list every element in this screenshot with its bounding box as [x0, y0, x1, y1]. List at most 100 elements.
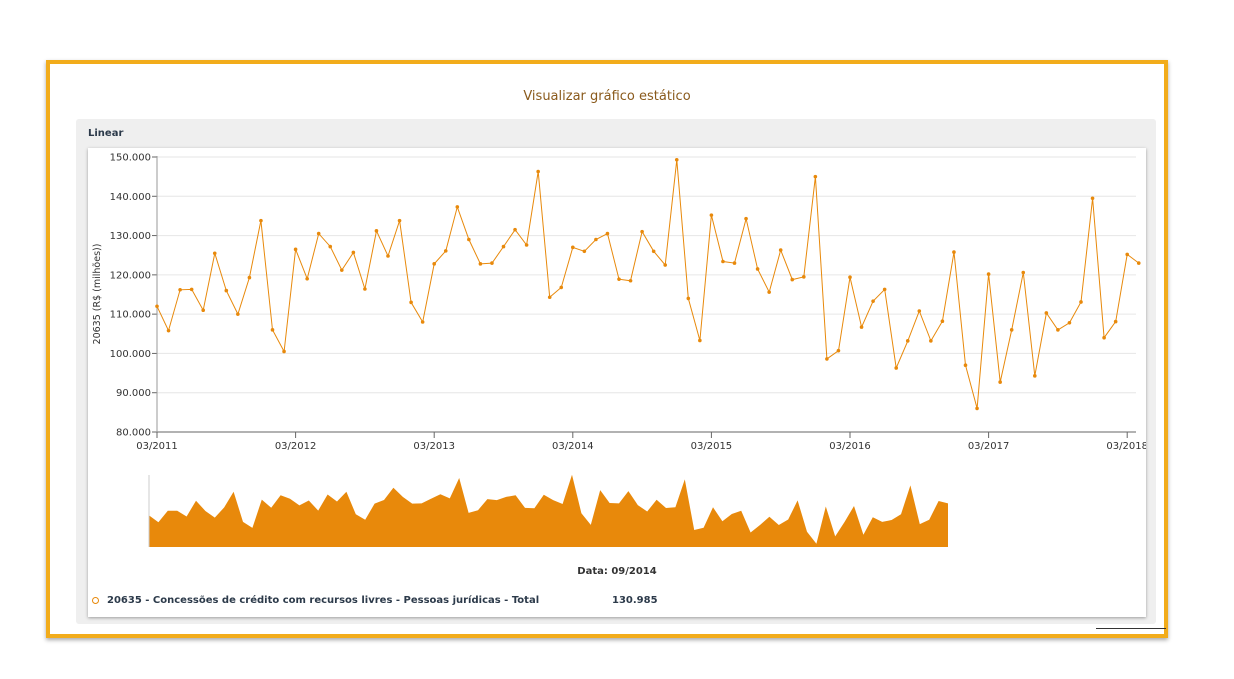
- legend-value: 130.985: [612, 595, 658, 606]
- bottom-divider: [1096, 628, 1166, 629]
- data-point: [790, 277, 795, 282]
- data-point: [282, 349, 286, 354]
- x-tick-label: 03/2017: [968, 441, 1010, 452]
- data-point: [443, 249, 448, 253]
- series-points: [155, 157, 1141, 411]
- data-point: [698, 338, 702, 343]
- modal-title: Visualizar gráfico estático: [523, 89, 691, 104]
- data-point: [605, 231, 610, 236]
- data-point: [975, 406, 979, 411]
- y-tick-label: 120.000: [110, 270, 151, 281]
- x-tick-label: 03/2013: [413, 441, 455, 452]
- data-point: [293, 247, 298, 252]
- data-point: [882, 287, 887, 292]
- data-point: [732, 261, 737, 265]
- data-point: [189, 287, 194, 292]
- data-point: [1136, 261, 1141, 265]
- navigator-area[interactable]: [149, 474, 948, 547]
- data-point: [859, 325, 864, 329]
- series-line: [156, 159, 1140, 409]
- data-point: [963, 363, 968, 368]
- data-point: [813, 174, 818, 179]
- x-tick-label: 03/2014: [552, 441, 594, 452]
- data-point: [1033, 374, 1037, 378]
- data-point: [467, 237, 471, 242]
- data-point: [628, 278, 633, 283]
- data-point: [432, 262, 437, 266]
- data-point: [663, 263, 667, 267]
- data-point: [917, 309, 922, 313]
- x-tick-label: 03/2012: [275, 441, 317, 452]
- data-point: [1102, 335, 1106, 340]
- data-point: [1125, 252, 1129, 257]
- x-axis-ticks: 03/2011 03/2012 03/2013 03/2014 03/2015 03/20…: [136, 432, 1148, 452]
- data-point: [397, 218, 402, 223]
- y-tick-label: 130.000: [110, 231, 151, 242]
- data-point: [709, 213, 714, 217]
- data-point: [1009, 328, 1014, 332]
- y-axis-label: 20635 (R$ (milhões)): [92, 244, 103, 345]
- data-point: [1113, 319, 1118, 324]
- data-point: [374, 229, 379, 233]
- y-tick-label: 90.000: [116, 388, 151, 399]
- data-point: [328, 244, 333, 249]
- data-point: [952, 250, 956, 254]
- data-point: [651, 249, 656, 254]
- data-point: [559, 285, 564, 290]
- x-tick-label: 03/2015: [691, 441, 733, 452]
- data-point: [178, 287, 182, 292]
- data-point: [594, 237, 598, 242]
- data-point: [1044, 311, 1049, 315]
- data-point: [409, 300, 413, 305]
- data-point: [905, 339, 910, 343]
- data-point: [802, 275, 806, 279]
- data-point: [825, 357, 829, 361]
- data-point: [571, 245, 575, 250]
- data-point: [871, 299, 875, 303]
- data-point: [316, 231, 321, 236]
- data-point: [547, 295, 552, 300]
- data-point: [998, 380, 1002, 384]
- data-point: [513, 227, 517, 232]
- data-point: [640, 229, 644, 234]
- data-point: [686, 296, 691, 301]
- data-point: [940, 319, 945, 324]
- data-point: [420, 320, 425, 324]
- data-point: [767, 290, 771, 294]
- data-point: [778, 248, 783, 252]
- y-tick-label: 110.000: [110, 310, 151, 321]
- data-point: [836, 348, 841, 353]
- data-point: [351, 250, 356, 255]
- line-chart[interactable]: 80.000 90.000 100.000 110.000 120.000 130.000…: [88, 148, 1148, 617]
- x-tick-label: 03/2011: [136, 441, 178, 452]
- legend-series-name: 20635 - Concessões de crédito com recurs…: [107, 595, 540, 606]
- data-point: [848, 275, 852, 280]
- y-tick-label: 80.000: [116, 428, 151, 439]
- static-chart-modal: Visualizar gráfico estático Linear 80.00…: [46, 60, 1168, 638]
- data-point: [894, 366, 898, 370]
- data-point: [490, 261, 494, 265]
- data-point: [224, 288, 229, 293]
- data-point: [340, 268, 344, 272]
- data-point: [1090, 196, 1095, 201]
- data-point: [247, 275, 252, 280]
- y-axis-ticks: 80.000 90.000 100.000 110.000 120.000 130.000…: [110, 153, 157, 439]
- data-point: [1067, 320, 1072, 325]
- data-point: [236, 312, 240, 316]
- data-point: [166, 328, 171, 333]
- data-point: [1079, 300, 1083, 304]
- data-point: [501, 244, 506, 249]
- data-point: [455, 205, 460, 209]
- data-point: [212, 251, 217, 256]
- data-point: [259, 218, 263, 223]
- data-point: [721, 259, 725, 264]
- x-tick-label: 03/2018: [1106, 441, 1146, 452]
- grid-lines: [157, 156, 1136, 394]
- chart-card: 80.000 90.000 100.000 110.000 120.000 130.000…: [88, 148, 1148, 617]
- data-point: [201, 308, 205, 313]
- hover-date-label: Data: 09/2014: [577, 566, 657, 577]
- legend-item[interactable]: 20635 - Concessões de crédito com recurs…: [92, 595, 539, 606]
- data-point: [386, 254, 390, 258]
- y-tick-label: 100.000: [110, 349, 151, 360]
- data-point: [1021, 270, 1026, 275]
